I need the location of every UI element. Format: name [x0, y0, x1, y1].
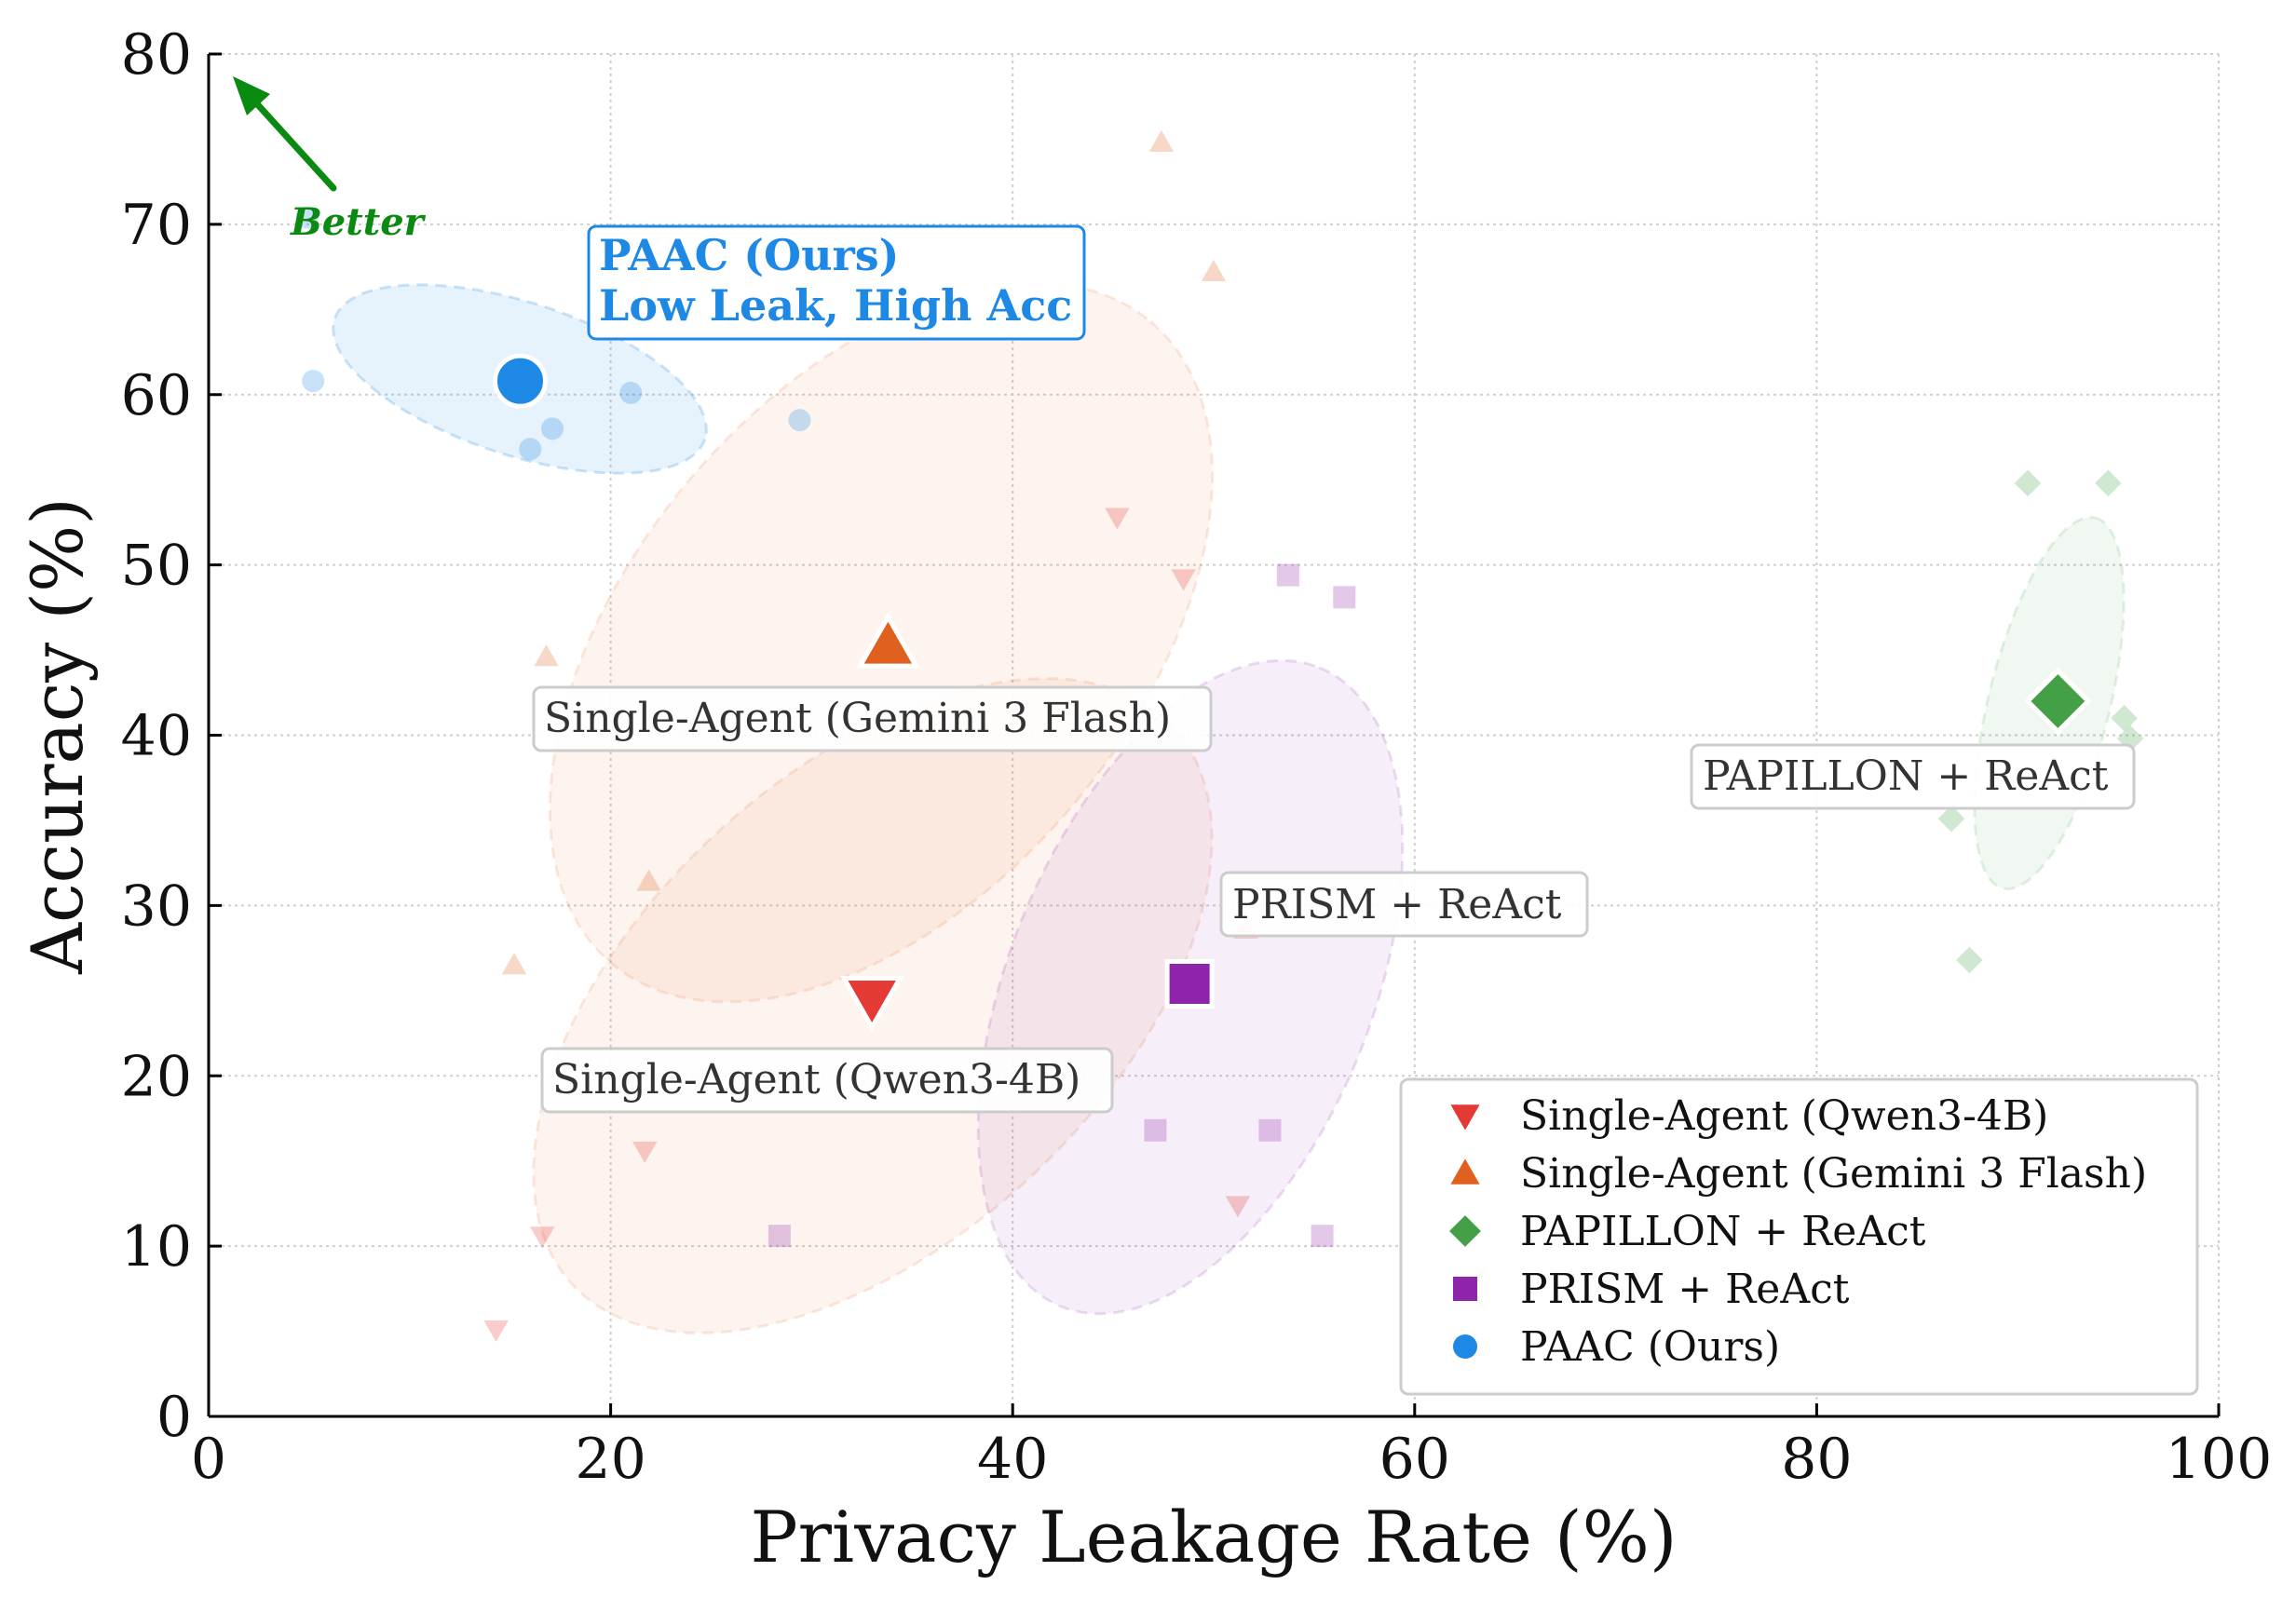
x-axis-label: Privacy Leakage Rate (%): [750, 1496, 1677, 1578]
annotation-paac: PAAC (Ours) Low Leak, High Acc: [587, 224, 1086, 341]
better-arrow: Better: [233, 76, 427, 244]
run-point-single-qwen: [632, 1141, 658, 1163]
legend-marker: [1449, 1215, 1481, 1247]
run-point-paac: [788, 409, 811, 432]
annotation-boxes: Single-Agent (Gemini 3 Flash) Single-Age…: [532, 224, 2136, 1114]
y-tick-label: 60: [121, 363, 192, 428]
legend-marker: [1450, 1104, 1480, 1131]
annotation-box: [1219, 871, 1589, 938]
legend-frame: [1399, 1077, 2199, 1396]
annotation-text: PAPILLON + ReAct: [1703, 752, 2109, 800]
run-point-single-gemini: [636, 869, 661, 891]
run-point-prism: [1144, 1118, 1167, 1142]
run-point-single-qwen: [483, 1320, 509, 1342]
mean-marker-single-qwen: [839, 975, 904, 1032]
run-point-single-gemini: [501, 953, 527, 975]
run-point-single-qwen: [530, 1226, 555, 1249]
mean-markers: [492, 353, 2092, 1032]
run-point-papillon: [2095, 469, 2122, 497]
run-point-paac: [541, 417, 564, 440]
run-point-single-qwen: [1225, 1196, 1251, 1218]
mean-marker-papillon: [2024, 667, 2092, 735]
legend-item-single-gemini: Single-Agent (Gemini 3 Flash): [1450, 1150, 2147, 1198]
better-arrow-shaft: [248, 94, 337, 192]
x-tick-label: 40: [977, 1427, 1048, 1492]
run-points: [295, 129, 2144, 1342]
legend-marker: [1453, 1334, 1477, 1359]
run-point-papillon: [2111, 704, 2138, 732]
annotation-text: PRISM + ReAct: [1232, 881, 1562, 928]
mean-marker-prism: [1164, 958, 1215, 1009]
run-point-paac: [302, 370, 325, 393]
legend-label: Single-Agent (Qwen3-4B): [1520, 1092, 2048, 1140]
run-point-prism: [1311, 1225, 1334, 1248]
legend-marker: [1453, 1277, 1477, 1301]
legend-item-papillon: PAPILLON + ReAct: [1449, 1208, 1926, 1255]
run-point-single-gemini: [1148, 129, 1175, 152]
annotation-box: [532, 685, 1213, 752]
legend-item-single-qwen: Single-Agent (Qwen3-4B): [1450, 1092, 2048, 1140]
annotation-box: [587, 224, 1086, 341]
run-point-papillon: [2116, 725, 2144, 752]
run-point-papillon: [2014, 469, 2042, 497]
annotation-single-gemini: Single-Agent (Gemini 3 Flash): [532, 685, 1213, 752]
run-point-prism: [768, 1225, 791, 1248]
run-point-prism: [1276, 563, 1299, 587]
y-tick-label: 30: [121, 873, 192, 939]
run-point-paac: [619, 381, 643, 404]
legend-label: PRISM + ReAct: [1520, 1266, 1850, 1313]
y-tick-label: 0: [156, 1385, 192, 1450]
better-arrow-head: [233, 76, 270, 115]
annotation-box: [1690, 743, 2136, 810]
annotation-paac-line-2: Low Leak, High Acc: [599, 280, 1072, 331]
run-point-single-gemini: [1201, 259, 1227, 281]
run-point-papillon: [1937, 805, 1965, 833]
legend-label: Single-Agent (Gemini 3 Flash): [1520, 1150, 2147, 1198]
run-point-single-gemini: [534, 644, 559, 667]
better-label: Better: [290, 200, 427, 244]
y-tick-label: 20: [121, 1044, 192, 1109]
mean-marker-single-gemini: [856, 612, 920, 669]
y-tick-label: 40: [121, 704, 192, 769]
annotation-papillon: PAPILLON + ReAct: [1690, 743, 2136, 810]
run-point-papillon: [1956, 946, 1983, 974]
run-point-prism: [1258, 1118, 1282, 1142]
annotation-prism: PRISM + ReAct: [1219, 871, 1589, 938]
x-tick-label: 60: [1379, 1427, 1450, 1492]
legend: Single-Agent (Qwen3-4B) Single-Agent (Gem…: [1399, 1077, 2199, 1396]
legend-label: PAPILLON + ReAct: [1520, 1208, 1926, 1255]
annotation-single-qwen: Single-Agent (Qwen3-4B): [540, 1047, 1114, 1114]
legend-item-prism: PRISM + ReAct: [1453, 1266, 1850, 1313]
x-tick-label: 0: [191, 1427, 226, 1492]
x-tick-label: 80: [1781, 1427, 1852, 1492]
run-point-single-qwen: [1171, 569, 1196, 591]
y-tick-label: 10: [121, 1214, 192, 1280]
mean-marker-paac: [492, 353, 548, 409]
legend-marker: [1450, 1158, 1480, 1185]
y-tick-label: 80: [121, 22, 192, 88]
annotation-box: [540, 1047, 1114, 1114]
run-point-paac: [519, 438, 542, 461]
x-tick-label: 20: [575, 1427, 645, 1492]
legend-item-paac: PAAC (Ours): [1453, 1323, 1780, 1371]
x-tick-label: 100: [2166, 1427, 2273, 1492]
y-tick-label: 50: [121, 534, 192, 599]
annotation-text: Single-Agent (Qwen3-4B): [552, 1056, 1080, 1104]
legend-items: Single-Agent (Qwen3-4B) Single-Agent (Gem…: [1449, 1092, 2147, 1371]
legend-label: PAAC (Ours): [1520, 1323, 1780, 1371]
y-ticks: 0 10 20 30 40 50 60 70 80: [121, 22, 222, 1450]
y-tick-label: 70: [121, 193, 192, 258]
run-point-prism: [1333, 586, 1356, 609]
x-ticks: 0 20 40 60 80 100: [191, 1403, 2272, 1492]
annotation-text: Single-Agent (Gemini 3 Flash): [544, 695, 1171, 742]
run-point-single-qwen: [1105, 508, 1130, 530]
annotation-paac-line-1: PAAC (Ours): [599, 230, 899, 280]
run-point-paac: [295, 206, 319, 229]
y-axis-label: Accuracy (%): [16, 497, 99, 975]
